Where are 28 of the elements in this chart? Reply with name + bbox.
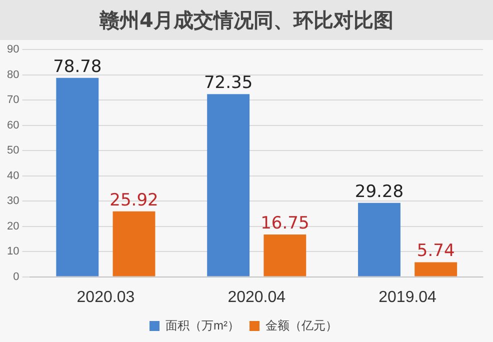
bar xyxy=(414,262,458,276)
y-tick-label: 0 xyxy=(13,270,20,283)
bar xyxy=(56,78,99,276)
y-tick-label: 80 xyxy=(6,68,20,81)
y-tick-label: 20 xyxy=(6,220,20,232)
x-tick-label: 2020.04 xyxy=(228,288,286,306)
x-tick-label: 2019.04 xyxy=(378,288,437,306)
y-tick-label: 70 xyxy=(6,94,20,106)
legend-label: 面积（万m²） xyxy=(166,318,240,332)
bar xyxy=(264,234,306,276)
y-tick-label: 30 xyxy=(6,195,20,208)
data-label: 16.75 xyxy=(260,213,310,234)
y-tick-label: 60 xyxy=(6,119,20,132)
y-tick-label: 90 xyxy=(6,44,20,56)
data-label: 72.35 xyxy=(204,73,253,94)
legend-label: 金额（亿元） xyxy=(265,318,338,332)
bar xyxy=(207,94,250,276)
bar xyxy=(112,211,156,276)
data-label: 25.92 xyxy=(110,190,158,210)
data-label: 78.78 xyxy=(53,56,102,77)
bar xyxy=(358,202,400,276)
y-tick-label: 10 xyxy=(6,246,20,258)
data-label: 29.28 xyxy=(354,182,404,202)
y-tick-label: 40 xyxy=(6,170,20,182)
data-label: 5.74 xyxy=(416,241,455,262)
x-tick-label: 2020.03 xyxy=(76,288,135,306)
y-tick-label: 50 xyxy=(6,144,20,157)
chart-title: 赣州4月成交情况同、环比对比图 xyxy=(0,0,493,40)
